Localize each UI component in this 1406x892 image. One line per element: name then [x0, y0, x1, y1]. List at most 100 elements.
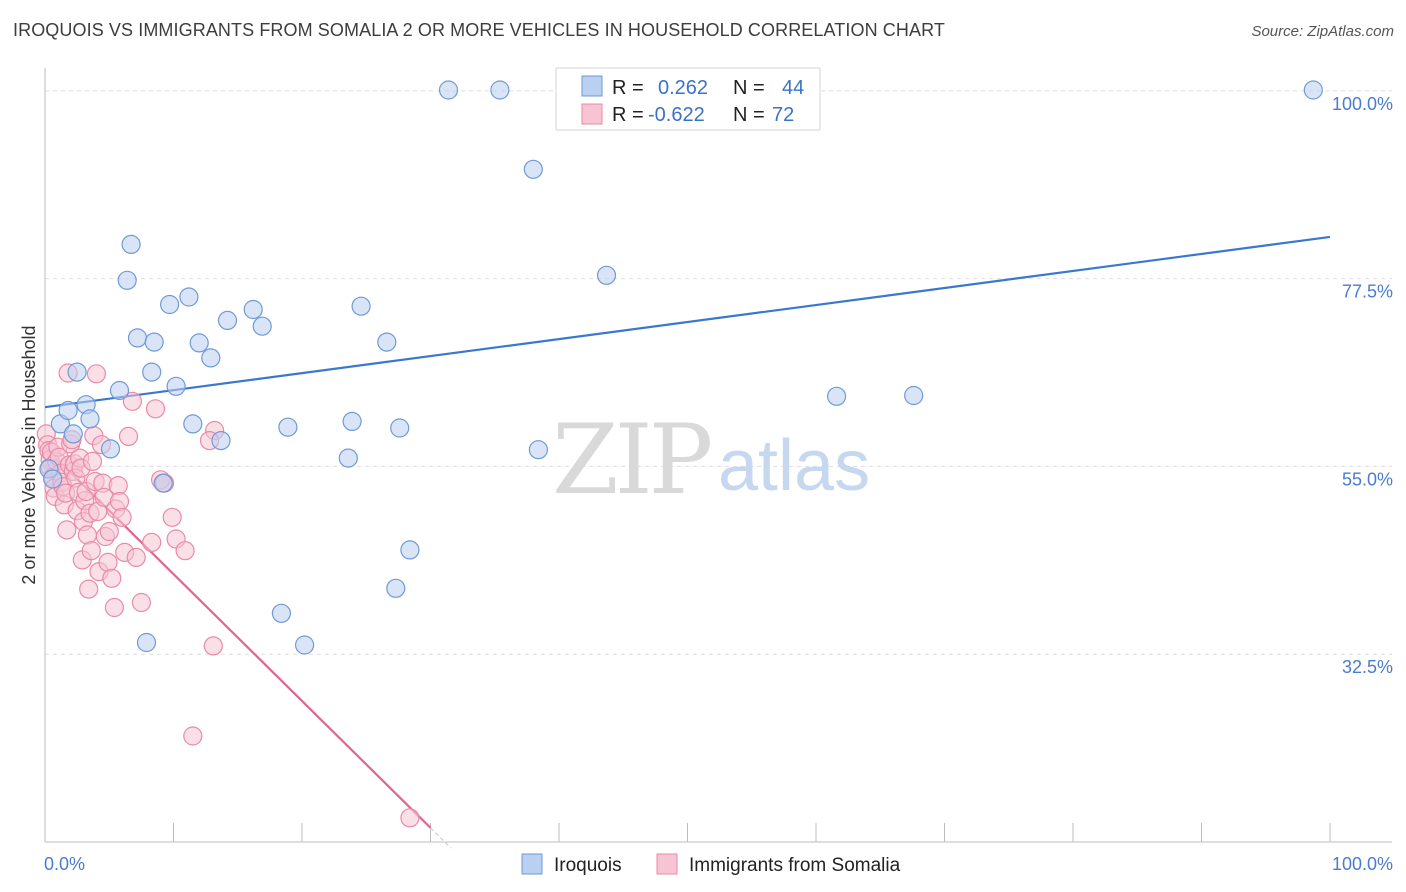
iroquois-point — [351, 296, 371, 316]
somalia-point — [104, 597, 125, 618]
legend-n-label-2: N = — [733, 104, 765, 126]
gridlines — [45, 90, 1392, 655]
chart-title: IROQUOIS VS IMMIGRANTS FROM SOMALIA 2 OR… — [13, 20, 945, 40]
watermark-zip: ZIP — [552, 404, 711, 516]
somalia-point — [183, 726, 203, 746]
iroquois-point — [826, 386, 847, 406]
iroquois-point — [400, 540, 420, 560]
iroquois-point — [80, 409, 100, 429]
iroquois-point — [278, 417, 298, 437]
bottom-legend-swatch-iroquois — [521, 853, 543, 875]
legend-n-value-2: 72 — [772, 104, 794, 126]
iroquois-trend-line — [44, 235, 1331, 409]
somalia-point — [82, 451, 103, 471]
iroquois-point — [271, 603, 291, 623]
legend-box: R = 0.262 N = 44 R = -0.622 N = 72 — [555, 67, 821, 131]
iroquois-point — [390, 418, 410, 438]
somalia-point — [98, 552, 118, 573]
somalia-point — [131, 592, 151, 613]
x-tick-label: 100.0% — [1332, 854, 1393, 874]
iroquois-point — [58, 400, 78, 421]
iroquois-point — [160, 294, 180, 315]
somalia-point — [118, 426, 139, 446]
iroquois-point — [166, 376, 186, 396]
somalia-point — [86, 364, 107, 384]
iroquois-point — [189, 333, 209, 353]
legend-r-label-1: R = — [612, 77, 644, 99]
bottom-legend: Iroquois Immigrants from Somalia — [521, 853, 901, 876]
x-tick-label: 0.0% — [44, 854, 85, 874]
somalia-point — [81, 541, 101, 561]
iroquois-point — [201, 348, 221, 368]
somalia-point — [142, 532, 162, 553]
somalia-point — [126, 547, 146, 568]
somalia-point — [57, 520, 77, 540]
somalia-point — [77, 525, 98, 545]
watermark-atlas: atlas — [718, 426, 870, 506]
iroquois-point — [596, 265, 617, 285]
bottom-legend-label-somalia: Immigrants from Somalia — [689, 855, 901, 876]
somalia-point — [112, 507, 132, 527]
iroquois-point — [904, 385, 924, 406]
iroquois-point — [528, 440, 549, 460]
iroquois-point — [377, 332, 397, 352]
iroquois-point — [117, 270, 137, 290]
somalia-point — [203, 636, 223, 656]
somalia-point — [400, 808, 420, 828]
somalia-point — [99, 521, 119, 542]
somalia-trend-extension — [430, 827, 452, 849]
legend-r-label-2: R = — [612, 104, 644, 126]
iroquois-point — [342, 411, 362, 431]
iroquois-point — [144, 332, 164, 352]
y-tick-label: 77.5% — [1342, 282, 1393, 302]
legend-swatch-iroquois — [581, 75, 603, 97]
tick-labels: 32.5% 55.0% 77.5% 100.0% 0.0% 100.0% — [44, 94, 1393, 874]
somalia-point — [108, 476, 128, 496]
somalia-point — [79, 579, 99, 599]
iroquois-point — [179, 287, 199, 307]
iroquois-point — [252, 316, 272, 336]
bottom-legend-swatch-somalia — [656, 853, 678, 875]
y-tick-label: 55.0% — [1342, 469, 1393, 489]
iroquois-point — [136, 632, 157, 653]
somalia-point — [145, 399, 166, 419]
somalia-point — [102, 568, 122, 588]
iroquois-point — [100, 439, 121, 459]
y-tick-label: 100.0% — [1332, 94, 1393, 114]
legend-swatch-somalia — [581, 103, 603, 125]
y-axis-label: 2 or more Vehicles in Household — [19, 325, 39, 584]
iroquois-point — [183, 414, 203, 434]
iroquois-point — [490, 80, 510, 100]
iroquois-point — [211, 431, 231, 451]
iroquois-point — [438, 80, 459, 100]
legend-n-label-1: N = — [733, 77, 765, 99]
legend-r-value-2: -0.622 — [648, 104, 705, 126]
iroquois-point — [109, 380, 130, 401]
iroquois-point — [43, 469, 63, 489]
data-points — [36, 80, 1323, 828]
iroquois-point — [127, 328, 148, 348]
iroquois-point — [338, 448, 358, 468]
iroquois-point — [1303, 80, 1323, 100]
iroquois-point — [217, 310, 238, 330]
iroquois-point — [121, 234, 141, 254]
iroquois-point — [153, 473, 173, 493]
iroquois-point — [63, 424, 83, 444]
somalia-point — [122, 391, 142, 411]
source-credit: Source: ZipAtlas.com — [1251, 23, 1394, 40]
bottom-legend-label-iroquois: Iroquois — [554, 855, 622, 876]
iroquois-point — [523, 159, 543, 179]
somalia-point — [175, 541, 195, 561]
y-tick-label: 32.5% — [1342, 657, 1393, 677]
somalia-point — [162, 507, 182, 527]
iroquois-point — [295, 635, 315, 655]
somalia-point — [109, 491, 130, 512]
legend-n-value-1: 44 — [782, 77, 804, 99]
iroquois-point — [67, 362, 87, 382]
iroquois-point — [142, 362, 162, 382]
trend-lines — [44, 235, 1331, 849]
iroquois-point — [243, 299, 263, 320]
iroquois-point — [386, 578, 406, 598]
legend-r-value-1: 0.262 — [658, 77, 708, 99]
